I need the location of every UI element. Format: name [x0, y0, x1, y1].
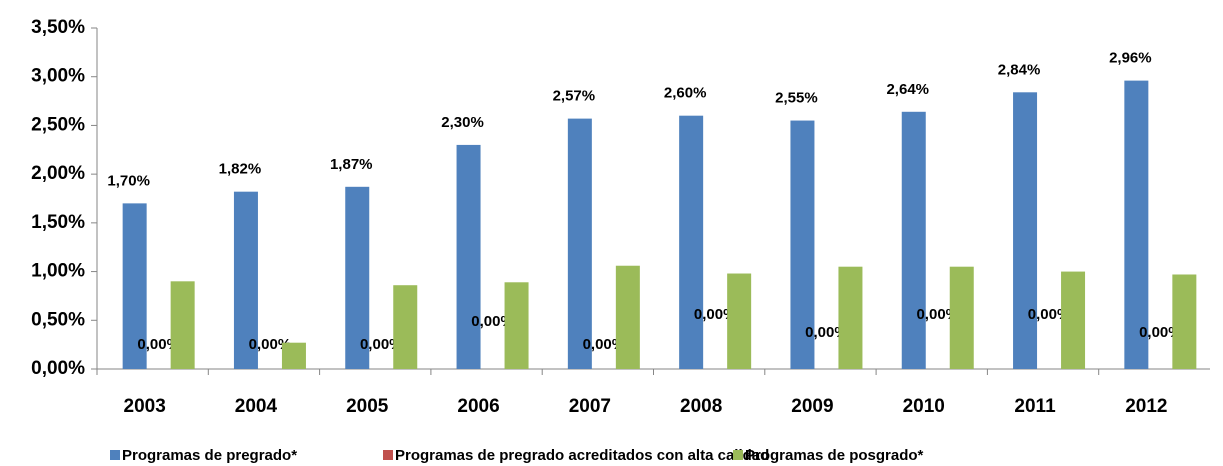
- data-label: 0,00%: [916, 306, 959, 323]
- legend-swatch: [733, 450, 743, 460]
- bar: [393, 285, 418, 369]
- x-tick-label: 2006: [457, 396, 499, 417]
- data-label: 2,30%: [441, 114, 484, 131]
- legend-label: Programas de pregrado acreditados con al…: [395, 447, 769, 464]
- data-label: 2,84%: [998, 61, 1041, 78]
- bar: [615, 265, 640, 369]
- bar: [170, 281, 195, 369]
- x-tick-label: 2011: [1014, 396, 1056, 417]
- bar: [1013, 92, 1038, 369]
- bar: [949, 266, 974, 369]
- y-tick-label: 1,50%: [31, 212, 85, 233]
- bar: [1061, 271, 1086, 369]
- bar: [790, 120, 815, 369]
- data-label: 0,00%: [583, 336, 626, 353]
- data-label: 1,87%: [330, 156, 373, 173]
- bar: [345, 186, 370, 369]
- bar: [504, 282, 529, 369]
- x-tick-label: 2007: [569, 396, 611, 417]
- data-label: 2,55%: [775, 90, 818, 107]
- data-label: 0,00%: [805, 324, 848, 341]
- y-tick-label: 3,00%: [31, 66, 85, 87]
- data-label: 0,00%: [249, 336, 292, 353]
- data-label: 0,00%: [1139, 324, 1182, 341]
- bar: [281, 342, 306, 369]
- x-tick-label: 2008: [680, 396, 722, 417]
- bar: [1124, 80, 1149, 370]
- bar: [122, 203, 147, 369]
- data-label: 1,70%: [107, 172, 150, 189]
- bar: [1172, 274, 1197, 369]
- bar: [456, 144, 481, 369]
- data-label: 1,82%: [219, 161, 262, 178]
- bar: [838, 266, 863, 369]
- data-label: 2,57%: [553, 88, 596, 105]
- y-tick-label: 0,00%: [31, 358, 85, 379]
- y-tick-label: 2,00%: [31, 163, 85, 184]
- bar: [727, 273, 752, 369]
- legend-label: Programas de pregrado*: [122, 447, 297, 464]
- data-label: 0,00%: [360, 336, 403, 353]
- data-label: 0,00%: [1028, 306, 1071, 323]
- data-label: 2,96%: [1109, 50, 1152, 67]
- bar: [567, 118, 592, 369]
- bar: [233, 191, 258, 369]
- data-label: 2,64%: [886, 81, 929, 98]
- y-tick-label: 2,50%: [31, 114, 85, 135]
- legend-label: Programas de posgrado*: [745, 447, 924, 464]
- x-tick-label: 2012: [1125, 396, 1167, 417]
- y-tick-label: 0,50%: [31, 309, 85, 330]
- legend-swatch: [110, 450, 120, 460]
- x-tick-label: 2003: [124, 396, 166, 417]
- y-tick-label: 3,50%: [31, 17, 85, 38]
- x-tick-label: 2010: [903, 396, 945, 417]
- legend-swatch: [383, 450, 393, 460]
- y-tick-label: 1,00%: [31, 261, 85, 282]
- x-tick-label: 2004: [235, 396, 278, 417]
- bar: [679, 115, 704, 369]
- x-tick-label: 2005: [346, 396, 389, 417]
- bar: [901, 111, 926, 369]
- data-label: 0,00%: [694, 306, 737, 323]
- data-label: 0,00%: [471, 313, 514, 330]
- data-label: 0,00%: [137, 336, 180, 353]
- x-tick-label: 2009: [791, 396, 833, 417]
- data-label: 2,60%: [664, 85, 707, 102]
